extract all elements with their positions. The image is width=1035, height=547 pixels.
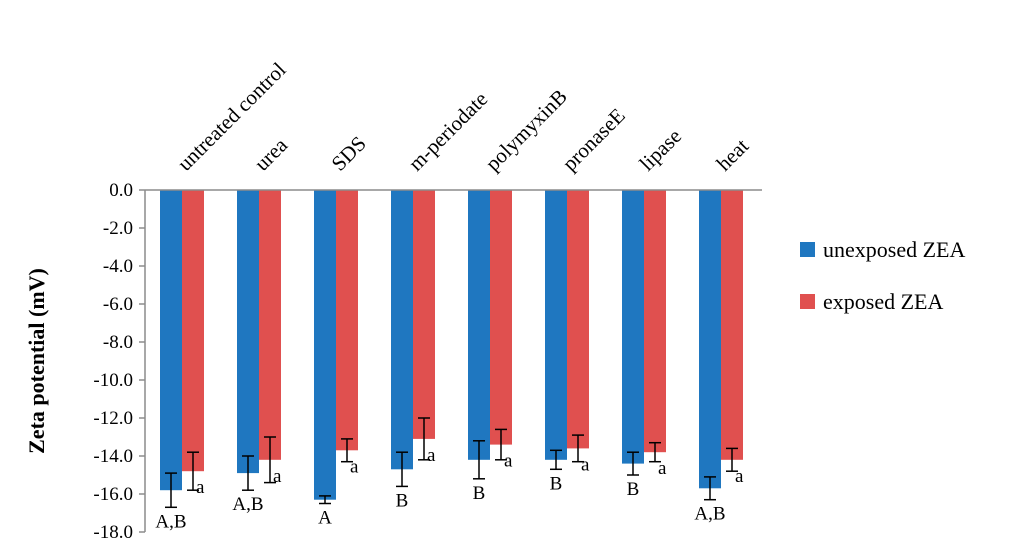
bar-unexposed [314, 190, 336, 500]
y-tick-label: -6.0 [103, 294, 133, 315]
significance-label-exposed: a [427, 445, 436, 466]
significance-label-exposed: a [273, 466, 282, 487]
bar-unexposed [699, 190, 721, 489]
bar-unexposed [545, 190, 567, 460]
y-axis: 0.0 -2.0 -4.0 -6.0 -8.0 -10.0 -12.0 -14.0 -16.0 -… [93, 180, 146, 543]
category-label: polymyxinB [481, 84, 572, 175]
bar-unexposed [160, 190, 182, 491]
category-label: lipase [635, 124, 687, 176]
category-label: heat [712, 134, 754, 176]
bar-unexposed [468, 190, 490, 460]
legend-label-unexposed: unexposed ZEA [823, 237, 965, 262]
bar-exposed [567, 190, 589, 449]
significance-label-unexposed: A,B [155, 511, 186, 532]
bar-unexposed [237, 190, 259, 474]
significance-label-exposed: a [581, 454, 590, 475]
legend-swatch-unexposed [800, 242, 815, 257]
y-tick-label: -16.0 [93, 484, 133, 505]
y-tick-label: -10.0 [93, 370, 133, 391]
significance-label-unexposed: B [396, 490, 409, 511]
y-tick-label: -4.0 [103, 256, 133, 277]
y-tick-label: -2.0 [103, 218, 133, 239]
bar-unexposed [622, 190, 644, 464]
significance-label-exposed: a [350, 456, 359, 477]
legend-swatch-exposed [800, 294, 815, 309]
y-tick-label: 0.0 [109, 180, 133, 201]
bar-exposed [259, 190, 281, 460]
bar-exposed [336, 190, 358, 451]
bar-exposed [490, 190, 512, 445]
y-tick-label: -8.0 [103, 332, 133, 353]
significance-label-unexposed: B [550, 473, 563, 494]
significance-label-exposed: a [735, 466, 744, 487]
significance-label-exposed: a [658, 458, 667, 479]
y-axis-title: Zeta potential (mV) [24, 268, 49, 454]
significance-label-unexposed: A,B [694, 504, 725, 525]
significance-label-unexposed: A,B [232, 494, 263, 515]
category-label: pronaseE [558, 103, 630, 175]
bar-unexposed [391, 190, 413, 470]
category-label: urea [250, 133, 293, 176]
significance-label-exposed: a [504, 451, 513, 472]
category-label: SDS [327, 131, 371, 175]
bar-exposed [413, 190, 435, 439]
y-tick-label: -18.0 [93, 522, 133, 543]
significance-label-unexposed: A [318, 508, 332, 529]
significance-label-exposed: a [196, 477, 205, 498]
significance-label-unexposed: B [473, 483, 486, 504]
legend: unexposed ZEA exposed ZEA [800, 237, 965, 314]
y-tick-label: -14.0 [93, 446, 133, 467]
bar-exposed [182, 190, 204, 472]
legend-label-exposed: exposed ZEA [823, 289, 943, 314]
y-tick-label: -12.0 [93, 408, 133, 429]
bar-exposed [644, 190, 666, 453]
bar-exposed [721, 190, 743, 460]
category-label: m-periodate [404, 87, 493, 176]
significance-label-unexposed: B [627, 479, 640, 500]
